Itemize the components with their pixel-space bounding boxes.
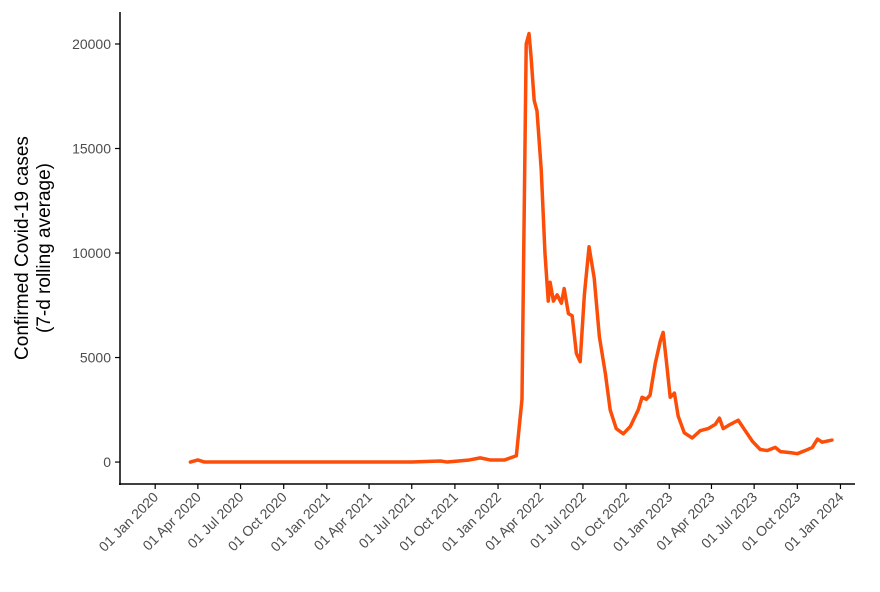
y-tick-label: 5000 [80, 350, 111, 366]
y-tick-label: 0 [103, 454, 111, 470]
y-axis-title: (7-d rolling average) [34, 163, 55, 333]
y-tick-label: 10000 [72, 245, 111, 261]
y-tick-label: 15000 [72, 140, 111, 156]
y-axis-title: Confirmed Covid-19 cases [12, 136, 33, 360]
y-tick-label: 20000 [72, 36, 111, 52]
data-line [188, 31, 834, 464]
